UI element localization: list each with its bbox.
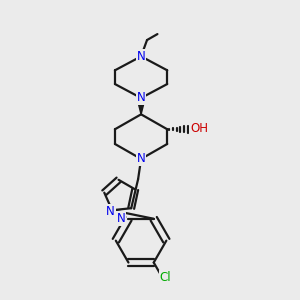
Text: N: N [137, 152, 146, 165]
Text: Cl: Cl [160, 271, 171, 284]
Text: N: N [106, 205, 115, 218]
Text: N: N [117, 212, 125, 225]
Polygon shape [137, 98, 145, 114]
Text: N: N [137, 50, 146, 63]
Text: N: N [137, 92, 146, 104]
Text: OH: OH [190, 122, 208, 135]
